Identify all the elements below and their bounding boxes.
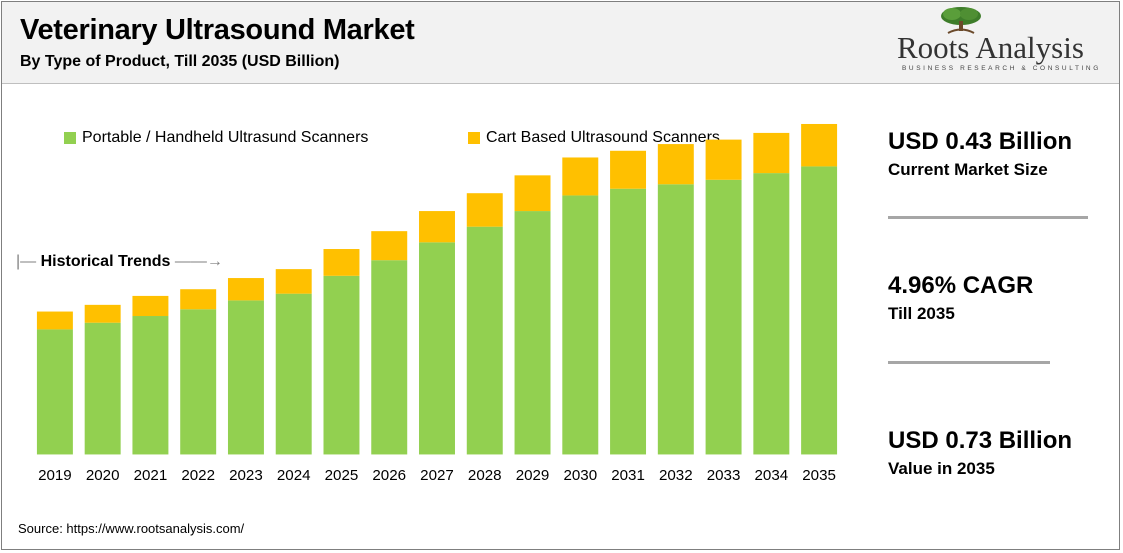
separator-1 — [888, 216, 1088, 219]
x-tick-label-2026: 2026 — [372, 467, 406, 480]
bar-cart-2030 — [562, 157, 599, 196]
x-tick-label-2019: 2019 — [38, 467, 72, 480]
kpi-current-value: USD 0.43 Billion — [888, 128, 1073, 155]
x-tick-label-2033: 2033 — [707, 467, 741, 480]
historical-trends-annotation: |— Historical Trends ——→ — [16, 253, 223, 270]
legend-item-cart: Cart Based Ultrasound Scanners — [468, 129, 720, 147]
kpi-2035-value: USD 0.73 Billion Value in 2035 — [888, 427, 1072, 479]
x-tick-label-2027: 2027 — [420, 467, 454, 480]
kpi-cagr-label: Till 2035 — [888, 304, 955, 323]
legend-label-portable: Portable / Handheld Ultrasund Scanners — [82, 129, 369, 146]
bar-cart-2026 — [371, 231, 408, 261]
bar-cart-2020 — [84, 304, 121, 323]
legend-swatch-cart — [468, 132, 480, 144]
bar-portable-2019 — [36, 329, 73, 455]
bar-portable-2035 — [801, 166, 838, 455]
bar-portable-2030 — [562, 195, 599, 455]
x-tick-label-2021: 2021 — [134, 467, 168, 480]
bar-portable-2020 — [84, 322, 121, 455]
logo-tagline: BUSINESS RESEARCH & CONSULTING — [902, 65, 1101, 72]
legend-swatch-portable — [64, 132, 76, 144]
legend-item-portable: Portable / Handheld Ultrasund Scanners — [64, 129, 368, 147]
x-tick-label-2022: 2022 — [181, 467, 215, 480]
page-title: Veterinary Ultrasound Market — [20, 14, 415, 46]
separator-2 — [888, 361, 1050, 364]
bar-cart-2022 — [180, 289, 217, 310]
x-tick-label-2032: 2032 — [659, 467, 693, 480]
bar-portable-2034 — [753, 173, 790, 455]
x-tick-label-2023: 2023 — [229, 467, 263, 480]
page-subtitle: By Type of Product, Till 2035 (USD Billi… — [20, 53, 340, 70]
bar-portable-2026 — [371, 260, 408, 455]
logo-name: Roots Analysis — [897, 30, 1084, 65]
bar-portable-2021 — [132, 316, 169, 455]
bar-cart-2029 — [514, 175, 551, 212]
tree-icon — [941, 7, 981, 34]
bar-portable-2032 — [657, 184, 694, 455]
bar-portable-2022 — [180, 309, 217, 455]
bar-cart-2034 — [753, 132, 790, 174]
bar-portable-2031 — [610, 188, 647, 455]
bar-portable-2029 — [514, 211, 551, 455]
bar-cart-2021 — [132, 295, 169, 317]
bar-cart-2033 — [705, 139, 742, 180]
kpi-current-size: USD 0.43 Billion Current Market Size — [888, 128, 1072, 180]
bar-portable-2023 — [227, 300, 264, 455]
bar-cart-2025 — [323, 249, 360, 276]
x-tick-label-2029: 2029 — [516, 467, 550, 480]
bar-cart-2032 — [657, 144, 694, 185]
bar-cart-2024 — [275, 269, 312, 294]
bar-cart-2019 — [36, 311, 73, 330]
source-note: Source: https://www.rootsanalysis.com/ — [18, 521, 245, 536]
bar-cart-2023 — [227, 278, 264, 301]
x-tick-label-2020: 2020 — [86, 467, 120, 480]
bar-portable-2033 — [705, 179, 742, 455]
bar-portable-2028 — [466, 226, 503, 455]
kpi-2035-amount: USD 0.73 Billion — [888, 427, 1073, 454]
bar-cart-2035 — [801, 123, 838, 167]
bar-cart-2027 — [419, 211, 455, 243]
x-tick-label-2035: 2035 — [802, 467, 836, 480]
legend-label-cart: Cart Based Ultrasound Scanners — [486, 129, 720, 146]
x-tick-label-2025: 2025 — [325, 467, 359, 480]
historical-trends-label: Historical Trends — [40, 253, 171, 270]
bar-portable-2027 — [419, 242, 455, 455]
x-tick-label-2031: 2031 — [611, 467, 645, 480]
bar-cart-2028 — [466, 193, 503, 227]
x-tick-label-2024: 2024 — [277, 467, 311, 480]
bar-portable-2025 — [323, 275, 360, 455]
x-tick-label-2030: 2030 — [563, 467, 597, 480]
bar-cart-2031 — [610, 150, 647, 189]
bar-portable-2024 — [275, 293, 312, 455]
header: Veterinary Ultrasound Market By Type of … — [2, 2, 1119, 84]
kpi-cagr-value: 4.96% CAGR — [888, 272, 1034, 299]
kpi-current-label: Current Market Size — [888, 160, 1048, 179]
x-tick-label-2034: 2034 — [755, 467, 789, 480]
stacked-bar-chart: 2019 2020 2021 2022 2023 2024 2025 2026 2027 2028… — [36, 123, 838, 480]
x-tick-label-2028: 2028 — [468, 467, 502, 480]
roots-analysis-logo: Roots Analysis BUSINESS RESEARCH & CONSU… — [892, 6, 1102, 78]
kpi-2035-label: Value in 2035 — [888, 459, 995, 478]
kpi-cagr: 4.96% CAGR Till 2035 — [888, 272, 1033, 324]
